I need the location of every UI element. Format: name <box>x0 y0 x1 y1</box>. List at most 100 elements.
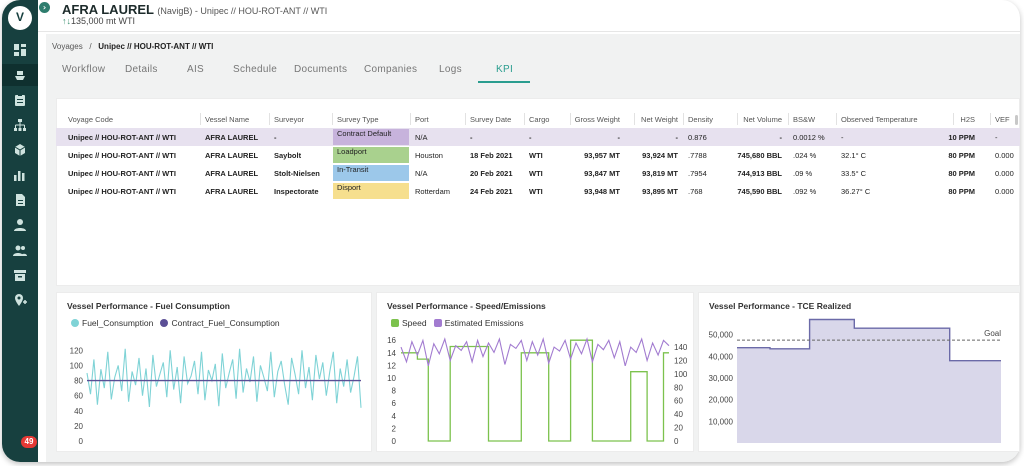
table-row[interactable] <box>56 128 1020 146</box>
column-header[interactable]: Voyage Code <box>68 115 114 124</box>
column-separator[interactable] <box>953 113 954 125</box>
column-header[interactable]: Cargo <box>529 115 550 124</box>
table-cell-surveyor: Stolt-Nielsen <box>274 169 320 178</box>
document-icon[interactable] <box>13 193 27 207</box>
column-header[interactable]: BS&W <box>793 115 816 124</box>
column-header[interactable]: Vessel Name <box>205 115 250 124</box>
tab-details[interactable]: Details <box>125 64 158 75</box>
column-separator[interactable] <box>332 113 333 125</box>
column-header[interactable]: H2S <box>960 115 975 124</box>
breadcrumb-root[interactable]: Voyages <box>52 42 83 51</box>
table-cell-gross: 93,957 MT <box>584 151 620 160</box>
column-header[interactable]: Surveyor <box>274 115 305 124</box>
legend-item-fuel[interactable]: Fuel_Consumption <box>71 318 153 328</box>
table-cell-h2s: 80 PPM <box>948 169 975 178</box>
column-header[interactable]: Observed Temperature <box>841 115 918 124</box>
active-tab-underline <box>478 81 530 83</box>
table-cell-density: .7954 <box>688 169 707 178</box>
tab-schedule[interactable]: Schedule <box>233 64 278 75</box>
table-cell-temp: 36.27° C <box>841 187 871 196</box>
chart-legend: Speed Estimated Emissions <box>391 318 524 328</box>
y-tick-label: 50,000 <box>709 331 734 340</box>
column-header[interactable]: Density <box>688 115 714 124</box>
sidebar: V 49 <box>2 0 38 462</box>
legend-item-contract[interactable]: Contract_Fuel_Consumption <box>160 318 280 328</box>
table-cell-net: 93,924 MT <box>642 151 678 160</box>
table-cell-bsw: 0.0012 % <box>793 133 825 142</box>
y-tick-label-left: 4 <box>392 412 397 421</box>
table-cell-surveyor: Inspectorate <box>274 187 319 196</box>
speed-emissions-card: Vessel Performance - Speed/Emissions Spe… <box>376 292 694 452</box>
users-icon[interactable] <box>13 243 27 257</box>
chart-title: Vessel Performance - Speed/Emissions <box>387 301 546 311</box>
table-cell-vef: - <box>995 133 998 142</box>
app-logo[interactable]: V <box>8 6 32 30</box>
tab-logs[interactable]: Logs <box>439 64 462 75</box>
expand-sidebar-button[interactable]: › <box>39 2 50 13</box>
notification-badge[interactable]: 49 <box>21 436 37 448</box>
tab-workflow[interactable]: Workflow <box>62 64 106 75</box>
table-cell-temp: 33.5° C <box>841 169 867 178</box>
bar-chart-icon[interactable] <box>13 168 27 182</box>
legend-item-emissions[interactable]: Estimated Emissions <box>433 318 524 328</box>
column-separator[interactable] <box>524 113 525 125</box>
breadcrumb: Voyages / Unipec // HOU-ROT-ANT // WTI <box>52 42 213 51</box>
y-tick-label-right: 120 <box>674 356 688 365</box>
tab-documents[interactable]: Documents <box>294 64 348 75</box>
dashboard-icon[interactable] <box>13 43 27 57</box>
header-divider <box>38 31 1020 32</box>
tab-companies[interactable]: Companies <box>364 64 418 75</box>
tce-line <box>737 318 1001 362</box>
survey-type-badge: Loadport <box>333 147 409 163</box>
table-cell-bsw: .092 % <box>793 187 817 196</box>
cube-icon[interactable] <box>13 143 27 157</box>
column-separator[interactable] <box>683 113 684 125</box>
survey-type-badge: Contract Default <box>333 129 409 145</box>
table-cell-cargo: WTI <box>529 187 543 196</box>
user-icon[interactable] <box>13 218 27 232</box>
org-chart-icon[interactable] <box>13 118 27 132</box>
column-separator[interactable] <box>410 113 411 125</box>
tab-ais[interactable]: AIS <box>187 64 205 75</box>
column-header[interactable]: Gross Weight <box>574 115 620 124</box>
ship-icon[interactable] <box>13 68 27 82</box>
archive-icon[interactable] <box>13 268 27 282</box>
table-cell-density: .768 <box>688 187 703 196</box>
logo-text: V <box>15 10 24 24</box>
column-separator[interactable] <box>737 113 738 125</box>
column-separator[interactable] <box>465 113 466 125</box>
breadcrumb-current: Unipec // HOU-ROT-ANT // WTI <box>98 42 214 51</box>
column-separator[interactable] <box>836 113 837 125</box>
table-cell-vessel: AFRA LAUREL <box>205 169 259 178</box>
survey-type-badge: In-Transit <box>333 165 409 181</box>
y-tick-label-right: 20 <box>674 424 683 433</box>
fuel-consumption-line <box>86 348 362 408</box>
column-separator[interactable] <box>570 113 571 125</box>
y-tick-label: 20,000 <box>709 396 734 405</box>
column-separator[interactable] <box>990 113 991 125</box>
table-cell-net: 93,819 MT <box>642 169 678 178</box>
column-header[interactable]: Port <box>415 115 429 124</box>
column-separator[interactable] <box>200 113 201 125</box>
clipboard-icon[interactable] <box>13 93 27 107</box>
column-header[interactable]: Survey Date <box>470 115 512 124</box>
tab-kpi[interactable]: KPI <box>496 64 514 75</box>
vessel-name: AFRA LAUREL <box>62 2 154 17</box>
column-header[interactable]: Net Weight <box>641 115 678 124</box>
column-header[interactable]: VEF <box>995 115 1010 124</box>
legend-item-speed[interactable]: Speed <box>391 318 427 328</box>
column-separator[interactable] <box>634 113 635 125</box>
table-cell-temp: 32.1° C <box>841 151 867 160</box>
column-separator[interactable] <box>269 113 270 125</box>
column-header[interactable]: Net Volume <box>743 115 782 124</box>
table-cell-density: .7788 <box>688 151 707 160</box>
y-tick-label: 80 <box>74 377 83 386</box>
table-cell-surveyor: Saybolt <box>274 151 302 160</box>
location-icon[interactable] <box>13 293 27 307</box>
table-scrollbar[interactable] <box>1015 115 1018 125</box>
voyage-subtitle: (NavigB) - Unipec // HOU-ROT-ANT // WTI <box>157 6 328 16</box>
column-header[interactable]: Survey Type <box>337 115 379 124</box>
table-cell-voyage: Unipec // HOU-ROT-ANT // WTI <box>68 133 176 142</box>
table-cell-voyage: Unipec // HOU-ROT-ANT // WTI <box>68 169 176 178</box>
column-separator[interactable] <box>788 113 789 125</box>
